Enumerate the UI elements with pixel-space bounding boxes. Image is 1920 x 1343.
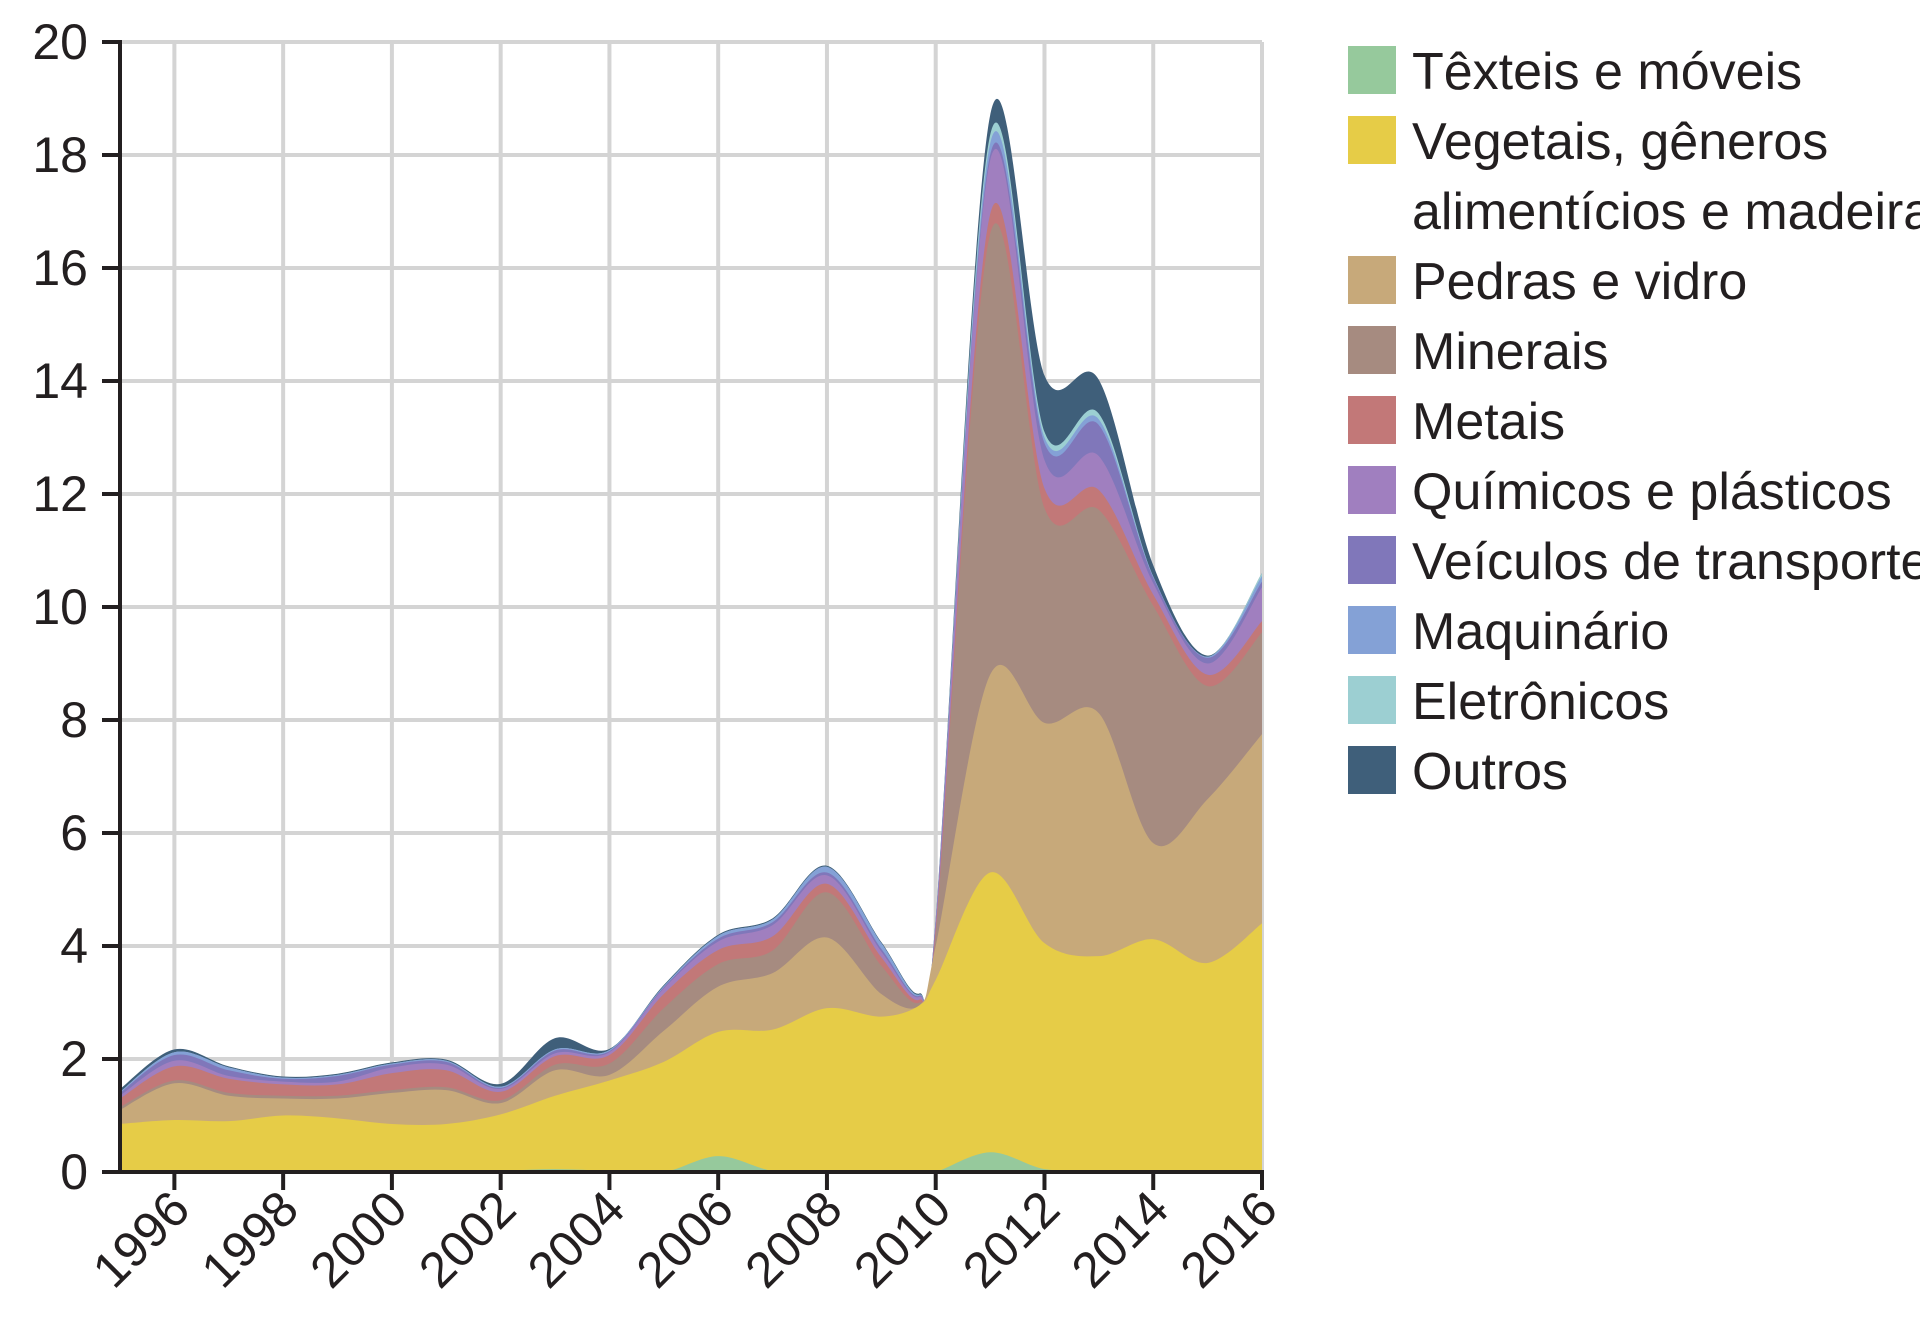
x-axis-ticks: 1996199820002002200420062008201020122014… (82, 1172, 1288, 1298)
legend-item-quimicos-e-plasticos: Químicos e plásticos (1348, 463, 1892, 521)
legend-swatch (1348, 256, 1396, 304)
y-tick-label: 20 (32, 14, 88, 70)
legend-item-texteis-e-moveis: Têxteis e móveis (1348, 43, 1802, 101)
legend-item-maquinario: Maquinário (1348, 603, 1669, 661)
legend-label: Outros (1412, 743, 1568, 801)
x-tick-label: 2000 (299, 1180, 417, 1298)
legend-swatch (1348, 116, 1396, 164)
y-tick-label: 2 (60, 1031, 88, 1087)
legend-swatch (1348, 746, 1396, 794)
legend: Têxteis e móveis Vegetais, gêneros aliment… (1348, 43, 1920, 801)
y-tick-label: 6 (60, 805, 88, 861)
legend-label: Metais (1412, 393, 1565, 451)
y-tick-label: 18 (32, 127, 88, 183)
y-tick-label: 0 (60, 1144, 88, 1200)
y-tick-label: 10 (32, 579, 88, 635)
legend-swatch (1348, 396, 1396, 444)
legend-item-veiculos-de-transporte: Veículos de transporte (1348, 533, 1920, 591)
x-tick-label: 2010 (843, 1180, 961, 1298)
legend-swatch (1348, 536, 1396, 584)
area-vegetais-generos-alimenticios-e-madeira (120, 872, 1262, 1172)
legend-label: Pedras e vidro (1412, 253, 1747, 311)
x-tick-label: 2014 (1061, 1180, 1179, 1298)
legend-swatch (1348, 676, 1396, 724)
legend-label: Têxteis e móveis (1412, 43, 1802, 101)
y-tick-label: 12 (32, 466, 88, 522)
legend-label: Vegetais, gêneros alimentícios e madeira (1412, 113, 1920, 241)
x-tick-label: 1998 (191, 1180, 309, 1298)
y-tick-label: 16 (32, 240, 88, 296)
legend-label: Maquinário (1412, 603, 1669, 661)
x-tick-label: 2016 (1170, 1180, 1288, 1298)
legend-item-pedras-e-vidro: Pedras e vidro (1348, 253, 1747, 311)
legend-label: Eletrônicos (1412, 673, 1669, 731)
y-tick-label: 14 (32, 353, 88, 409)
x-tick-label: 2012 (952, 1180, 1070, 1298)
legend-swatch (1348, 606, 1396, 654)
grid-lines (120, 40, 1264, 1172)
legend-label: Veículos de transporte (1412, 533, 1920, 591)
y-tick-label: 4 (60, 918, 88, 974)
y-tick-label: 8 (60, 692, 88, 748)
legend-swatch (1348, 466, 1396, 514)
x-tick-label: 2004 (517, 1180, 635, 1298)
legend-label: Químicos e plásticos (1412, 463, 1892, 521)
legend-label: Minerais (1412, 323, 1609, 381)
x-tick-label: 2006 (626, 1180, 744, 1298)
x-tick-label: 2008 (734, 1180, 852, 1298)
legend-item-eletronicos: Eletrônicos (1348, 673, 1669, 731)
legend-item-outros: Outros (1348, 743, 1568, 801)
legend-swatch (1348, 326, 1396, 374)
y-axis-ticks: 0 2 4 6 8 10 12 14 16 18 20 (32, 14, 120, 1200)
legend-item-vegetais-generos-alimenticios-e-madeira: Vegetais, gêneros alimentícios e madeira (1348, 113, 1920, 241)
x-tick-label: 1996 (82, 1180, 200, 1298)
legend-swatch (1348, 46, 1396, 94)
legend-item-metais: Metais (1348, 393, 1565, 451)
legend-item-minerais: Minerais (1348, 323, 1609, 381)
area-texteis-e-moveis (120, 1152, 1262, 1172)
area-series-group (120, 98, 1262, 1173)
x-tick-label: 2002 (408, 1180, 526, 1298)
